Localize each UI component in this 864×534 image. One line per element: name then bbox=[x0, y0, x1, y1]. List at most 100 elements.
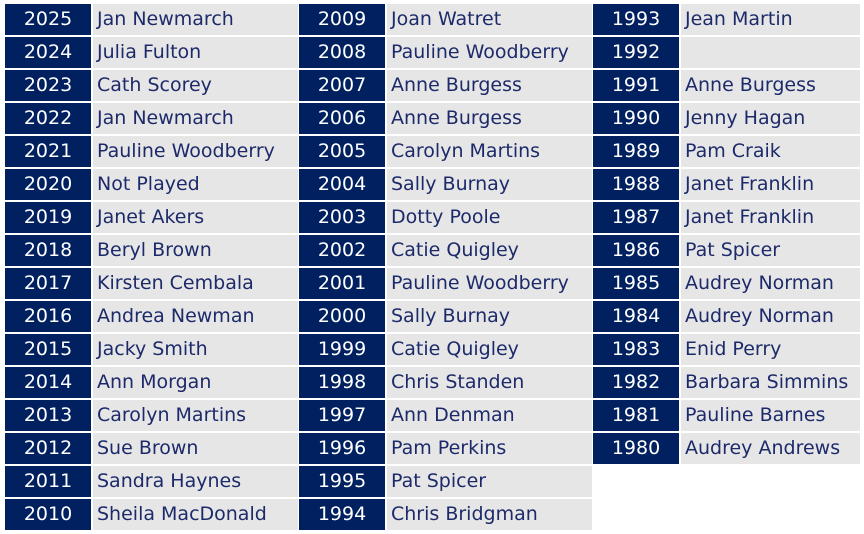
table-row: 1995 Pat Spicer bbox=[299, 466, 592, 497]
year-cell: 2003 bbox=[299, 202, 385, 233]
table-row: 1982 Barbara Simmins bbox=[593, 367, 860, 398]
year-cell: 2007 bbox=[299, 70, 385, 101]
table-row: 1992 bbox=[593, 37, 860, 68]
year-cell: 2005 bbox=[299, 136, 385, 167]
table-row: 1985 Audrey Norman bbox=[593, 268, 860, 299]
year-cell: 1990 bbox=[593, 103, 679, 134]
year-cell: 1995 bbox=[299, 466, 385, 497]
winner-name-cell: Enid Perry bbox=[681, 334, 860, 365]
winner-name-cell: Pauline Woodberry bbox=[387, 268, 592, 299]
year-cell: 1997 bbox=[299, 400, 385, 431]
winner-name-cell: Pauline Woodberry bbox=[387, 37, 592, 68]
winner-name-cell: Jan Newmarch bbox=[93, 4, 298, 35]
year-cell: 2015 bbox=[5, 334, 91, 365]
winner-name-cell: Audrey Norman bbox=[681, 268, 860, 299]
table-row: 1997 Ann Denman bbox=[299, 400, 592, 431]
year-cell: 1980 bbox=[593, 433, 679, 464]
table-row: 2024 Julia Fulton bbox=[5, 37, 298, 68]
table-row: 1983 Enid Perry bbox=[593, 334, 860, 365]
table-row: 1998 Chris Standen bbox=[299, 367, 592, 398]
table-row: 2010 Sheila MacDonald bbox=[5, 499, 298, 530]
winner-name-cell: Janet Akers bbox=[93, 202, 298, 233]
table-row: 1987 Janet Franklin bbox=[593, 202, 860, 233]
year-cell: 2010 bbox=[5, 499, 91, 530]
year-cell: 2023 bbox=[5, 70, 91, 101]
table-row: 2023 Cath Scorey bbox=[5, 70, 298, 101]
table-row: 2000 Sally Burnay bbox=[299, 301, 592, 332]
winner-name-cell: Not Played bbox=[93, 169, 298, 200]
winner-name-cell: Andrea Newman bbox=[93, 301, 298, 332]
year-cell: 1986 bbox=[593, 235, 679, 266]
table-row: 2006 Anne Burgess bbox=[299, 103, 592, 134]
year-cell: 2025 bbox=[5, 4, 91, 35]
winner-name-cell: Janet Franklin bbox=[681, 202, 860, 233]
winner-name-cell: Jacky Smith bbox=[93, 334, 298, 365]
year-cell: 2022 bbox=[5, 103, 91, 134]
column-2: 2009 Joan Watret 2008 Pauline Woodberry 2007… bbox=[299, 4, 592, 532]
year-cell: 1988 bbox=[593, 169, 679, 200]
table-row: 2013 Carolyn Martins bbox=[5, 400, 298, 431]
year-cell: 2017 bbox=[5, 268, 91, 299]
table-row: 2009 Joan Watret bbox=[299, 4, 592, 35]
table-row: 2011 Sandra Haynes bbox=[5, 466, 298, 497]
table-row: 1994 Chris Bridgman bbox=[299, 499, 592, 530]
table-row: 1989 Pam Craik bbox=[593, 136, 860, 167]
winner-name-cell: Pauline Woodberry bbox=[93, 136, 298, 167]
year-cell: 1985 bbox=[593, 268, 679, 299]
winner-name-cell: Chris Bridgman bbox=[387, 499, 592, 530]
year-cell: 1991 bbox=[593, 70, 679, 101]
winner-name-cell: Chris Standen bbox=[387, 367, 592, 398]
table-row: 1996 Pam Perkins bbox=[299, 433, 592, 464]
table-row: 2017 Kirsten Cembala bbox=[5, 268, 298, 299]
table-row: 2001 Pauline Woodberry bbox=[299, 268, 592, 299]
winner-name-cell: Carolyn Martins bbox=[93, 400, 298, 431]
year-cell: 1993 bbox=[593, 4, 679, 35]
year-cell: 2011 bbox=[5, 466, 91, 497]
winner-name-cell: Ann Denman bbox=[387, 400, 592, 431]
winner-name-cell: Jean Martin bbox=[681, 4, 860, 35]
winner-name-cell: Pam Craik bbox=[681, 136, 860, 167]
year-cell: 1982 bbox=[593, 367, 679, 398]
winner-name-cell: Anne Burgess bbox=[387, 70, 592, 101]
winner-name-cell: Audrey Andrews bbox=[681, 433, 860, 464]
year-cell: 2004 bbox=[299, 169, 385, 200]
year-cell: 2013 bbox=[5, 400, 91, 431]
year-cell: 2002 bbox=[299, 235, 385, 266]
table-row: 2008 Pauline Woodberry bbox=[299, 37, 592, 68]
table-row: 1993 Jean Martin bbox=[593, 4, 860, 35]
table-row: 1986 Pat Spicer bbox=[593, 235, 860, 266]
winner-name-cell: Pat Spicer bbox=[681, 235, 860, 266]
column-3: 1993 Jean Martin 1992 1991 Anne Burgess 1990 J… bbox=[593, 4, 860, 466]
year-cell: 1999 bbox=[299, 334, 385, 365]
column-1: 2025 Jan Newmarch 2024 Julia Fulton 2023 Cath… bbox=[5, 4, 298, 532]
winner-name-cell: Pam Perkins bbox=[387, 433, 592, 464]
winner-name-cell: Cath Scorey bbox=[93, 70, 298, 101]
table-row: 1990 Jenny Hagan bbox=[593, 103, 860, 134]
winner-name-cell: Carolyn Martins bbox=[387, 136, 592, 167]
winner-name-cell: Audrey Norman bbox=[681, 301, 860, 332]
winner-name-cell: Joan Watret bbox=[387, 4, 592, 35]
winner-name-cell: Sandra Haynes bbox=[93, 466, 298, 497]
table-row: 2007 Anne Burgess bbox=[299, 70, 592, 101]
table-row: 2020 Not Played bbox=[5, 169, 298, 200]
winner-name-cell: Anne Burgess bbox=[681, 70, 860, 101]
year-cell: 2018 bbox=[5, 235, 91, 266]
winner-name-cell: Jenny Hagan bbox=[681, 103, 860, 134]
winner-name-cell bbox=[681, 37, 860, 68]
year-cell: 2001 bbox=[299, 268, 385, 299]
winner-name-cell: Janet Franklin bbox=[681, 169, 860, 200]
year-cell: 1984 bbox=[593, 301, 679, 332]
table-row: 2019 Janet Akers bbox=[5, 202, 298, 233]
table-row: 2015 Jacky Smith bbox=[5, 334, 298, 365]
winner-name-cell: Pat Spicer bbox=[387, 466, 592, 497]
table-row: 2016 Andrea Newman bbox=[5, 301, 298, 332]
year-cell: 2019 bbox=[5, 202, 91, 233]
year-cell: 2024 bbox=[5, 37, 91, 68]
winner-name-cell: Beryl Brown bbox=[93, 235, 298, 266]
table-row: 2025 Jan Newmarch bbox=[5, 4, 298, 35]
winner-name-cell: Julia Fulton bbox=[93, 37, 298, 68]
winner-name-cell: Barbara Simmins bbox=[681, 367, 860, 398]
year-cell: 1996 bbox=[299, 433, 385, 464]
year-cell: 1983 bbox=[593, 334, 679, 365]
winner-name-cell: Sally Burnay bbox=[387, 301, 592, 332]
